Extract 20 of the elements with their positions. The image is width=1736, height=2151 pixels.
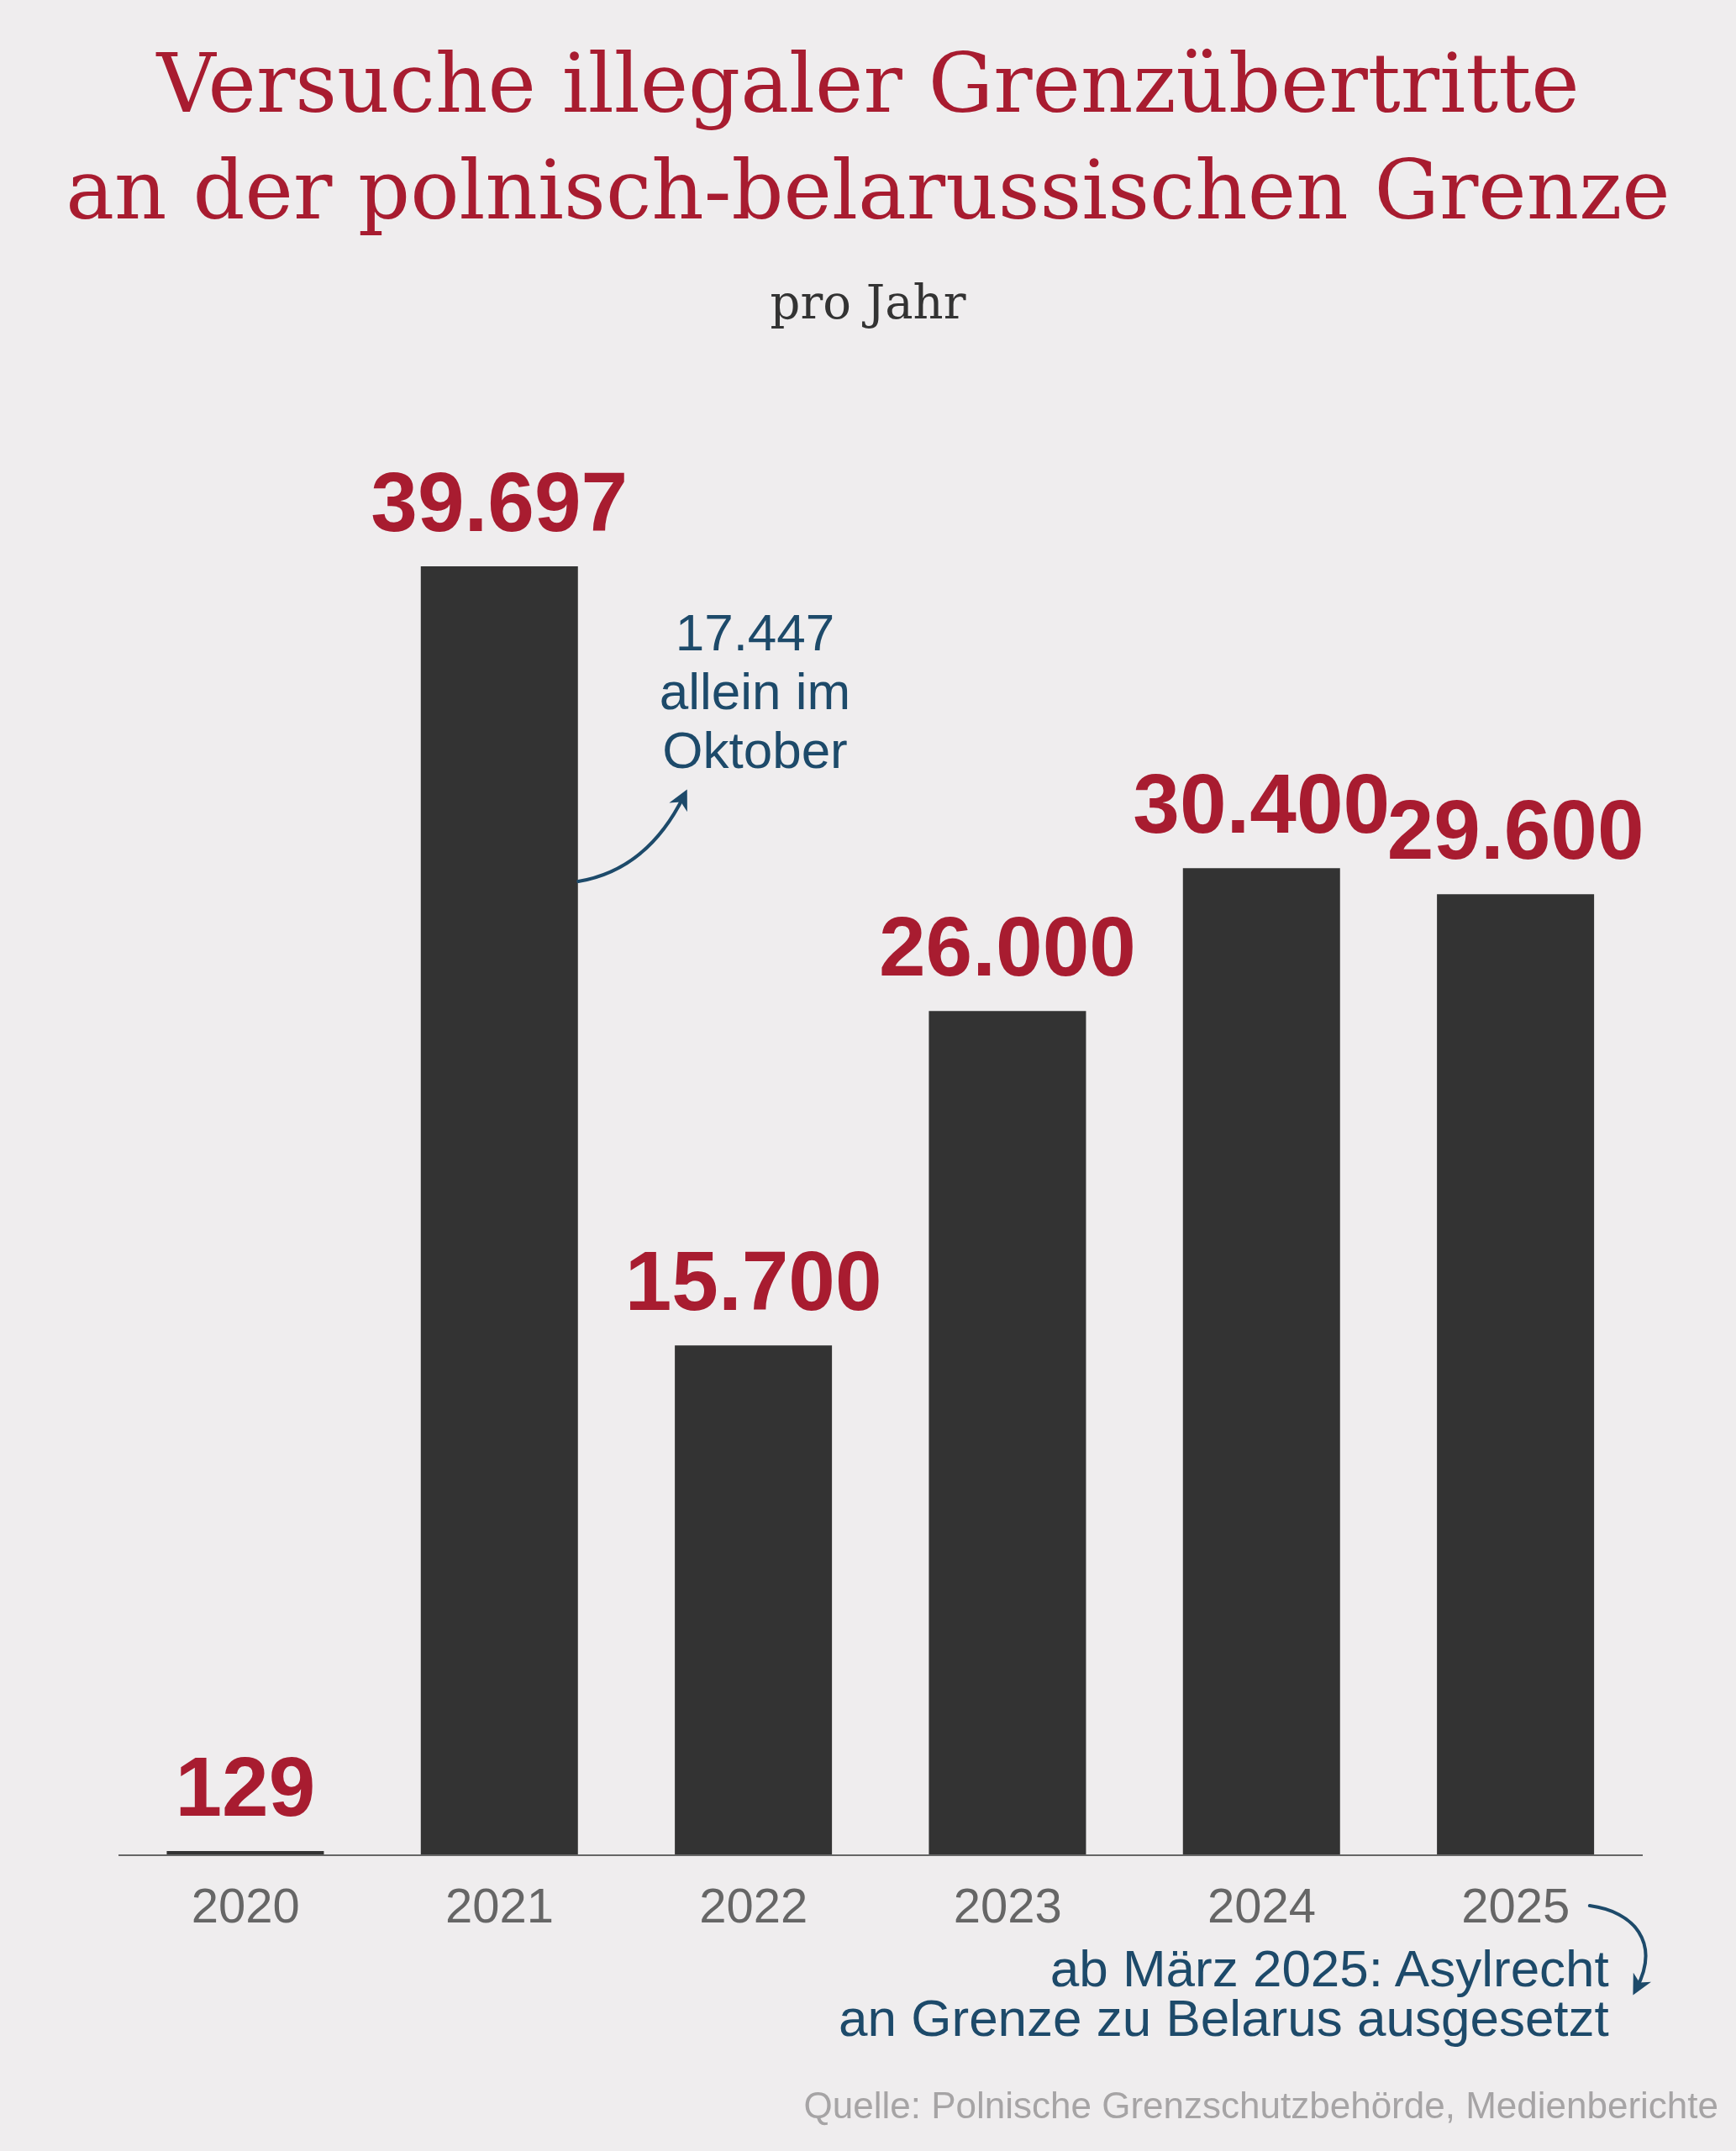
x-tick-label: 2025 (1461, 1878, 1570, 1933)
x-tick-label: 2020 (191, 1878, 300, 1933)
x-tick-label: 2021 (445, 1878, 555, 1933)
x-tick-label: 2023 (953, 1878, 1062, 1933)
text: ab März 2025: Asylrecht an Grenze zu Belarus ausgesetzt (838, 1939, 1609, 2047)
data-label: 129 (175, 1739, 316, 1834)
bar (928, 1011, 1086, 1855)
annotation: 17.447 allein im Oktober (658, 603, 852, 780)
bar (1437, 894, 1595, 1855)
data-label: 39.697 (371, 455, 629, 549)
bar (675, 1345, 833, 1855)
bar (420, 566, 578, 1855)
chart-subtitle: pro Jahr (769, 274, 967, 331)
x-tick-label: 2024 (1207, 1878, 1317, 1933)
data-label: 15.700 (624, 1233, 882, 1328)
x-tick-label: 2022 (699, 1878, 808, 1933)
source-note: Quelle: Polnische Grenzschutzbehörde, Medienberichte (802, 2085, 1718, 2127)
bar (1182, 868, 1340, 1855)
chart-title: Versuche illegaler Grenzübertritte an der polnisch-belarussischen Grenze (65, 35, 1671, 239)
data-label: 26.000 (879, 899, 1136, 994)
